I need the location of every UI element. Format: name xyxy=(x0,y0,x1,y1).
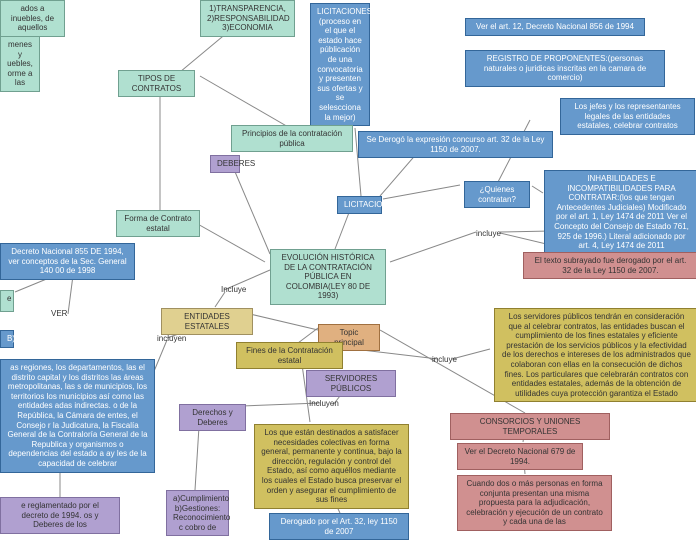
node-evolucion[interactable]: EVOLUCIÓN HISTÓRICA DE LA CONTRATACIÓN P… xyxy=(270,249,386,305)
node-texto_subrayado[interactable]: El texto subrayado fue derogado por el a… xyxy=(523,252,696,279)
node-reglamentado[interactable]: e reglamentado por el decreto de 1994. o… xyxy=(0,497,120,534)
label-incluyen_low: incluyen xyxy=(157,334,186,343)
node-entidades_estatales[interactable]: ENTIDADES ESTATALES xyxy=(161,308,253,335)
node-licitaciones1[interactable]: LICITACIONES (proceso en el que el estad… xyxy=(310,3,370,126)
node-jefes[interactable]: Los jefes y los representantes legales d… xyxy=(560,98,695,135)
node-cuando_dos[interactable]: Cuando dos o más personas en forma conju… xyxy=(457,475,612,531)
connector-line xyxy=(215,292,225,307)
node-quienes[interactable]: ¿Quienes contratan? xyxy=(464,181,530,208)
node-derogado[interactable]: Derogado por el Art. 32, ley 1150 de 200… xyxy=(269,513,409,540)
label-ver: VER xyxy=(51,309,67,318)
node-registro_prop[interactable]: REGISTRO DE PROPONENTES:(personas natura… xyxy=(465,50,665,87)
connector-line xyxy=(452,349,490,359)
node-partial2[interactable]: menes y uebles, orme a las xyxy=(0,36,40,92)
node-transparencia[interactable]: 1)TRANSPARENCIA, 2)RESPONSABILIDAD 3)ECO… xyxy=(200,0,295,37)
node-ver_art12[interactable]: Ver el art. 12, Decreto Nacional 856 de … xyxy=(465,18,645,36)
node-partial1[interactable]: ados a inuebles, de aquellos xyxy=(0,0,65,37)
connector-line xyxy=(383,185,460,199)
connector-line xyxy=(250,314,318,330)
node-consorcios[interactable]: CONSORCIOS Y UNIONES TEMPORALES xyxy=(450,413,610,440)
connector-line xyxy=(390,232,476,262)
node-partial3[interactable]: e xyxy=(0,290,14,312)
connector-line xyxy=(230,160,270,254)
node-tipos_contratos[interactable]: TIPOS DE CONTRATOS xyxy=(118,70,195,97)
node-licitaciones2[interactable]: LICITACIONES xyxy=(337,196,382,214)
node-destinados[interactable]: Los que están destinados a satisfacer ne… xyxy=(254,424,409,509)
node-fines[interactable]: Fines de la Contratación estatal xyxy=(236,342,343,369)
node-principios[interactable]: Principios de la contratación pública xyxy=(231,125,353,152)
label-incluye_cap: Incluye xyxy=(221,285,246,294)
node-deberes[interactable]: DEBERES xyxy=(210,155,240,173)
node-inhabilidades[interactable]: INHABILIDADES E INCOMPATIBILIDADES PARA … xyxy=(544,170,696,255)
node-servidores_pub_text[interactable]: Los servidores públicos tendrán en consi… xyxy=(494,308,696,402)
node-ver_decreto679[interactable]: Ver el Decreto Nacional 679 de 1994. xyxy=(457,443,583,470)
label-incluye2: incluye xyxy=(432,355,457,364)
node-se_derogo[interactable]: Se Derogó la expresión concurso art. 32 … xyxy=(358,131,553,158)
node-forma_contrato[interactable]: Forma de Contrato estatal xyxy=(116,210,200,237)
node-b_box[interactable]: B) xyxy=(0,330,14,348)
connector-line xyxy=(532,186,543,193)
node-decreto855[interactable]: Decreto Nacional 855 DE 1994, ver concep… xyxy=(0,243,135,280)
label-incluye1: incluye xyxy=(476,229,501,238)
node-servidores_publicos[interactable]: SERVIDORES PÚBLICOS xyxy=(306,370,396,397)
node-derechos_deberes[interactable]: Derechos y Deberes xyxy=(179,404,246,431)
label-incluyen_cap: Incluyen xyxy=(309,399,339,408)
node-cumplimiento[interactable]: a)Cumplimiento b)Gestiones: Reconocimien… xyxy=(166,490,229,536)
connector-line xyxy=(200,76,290,128)
node-regiones[interactable]: as regiones, los departamentos, las el d… xyxy=(0,359,155,473)
